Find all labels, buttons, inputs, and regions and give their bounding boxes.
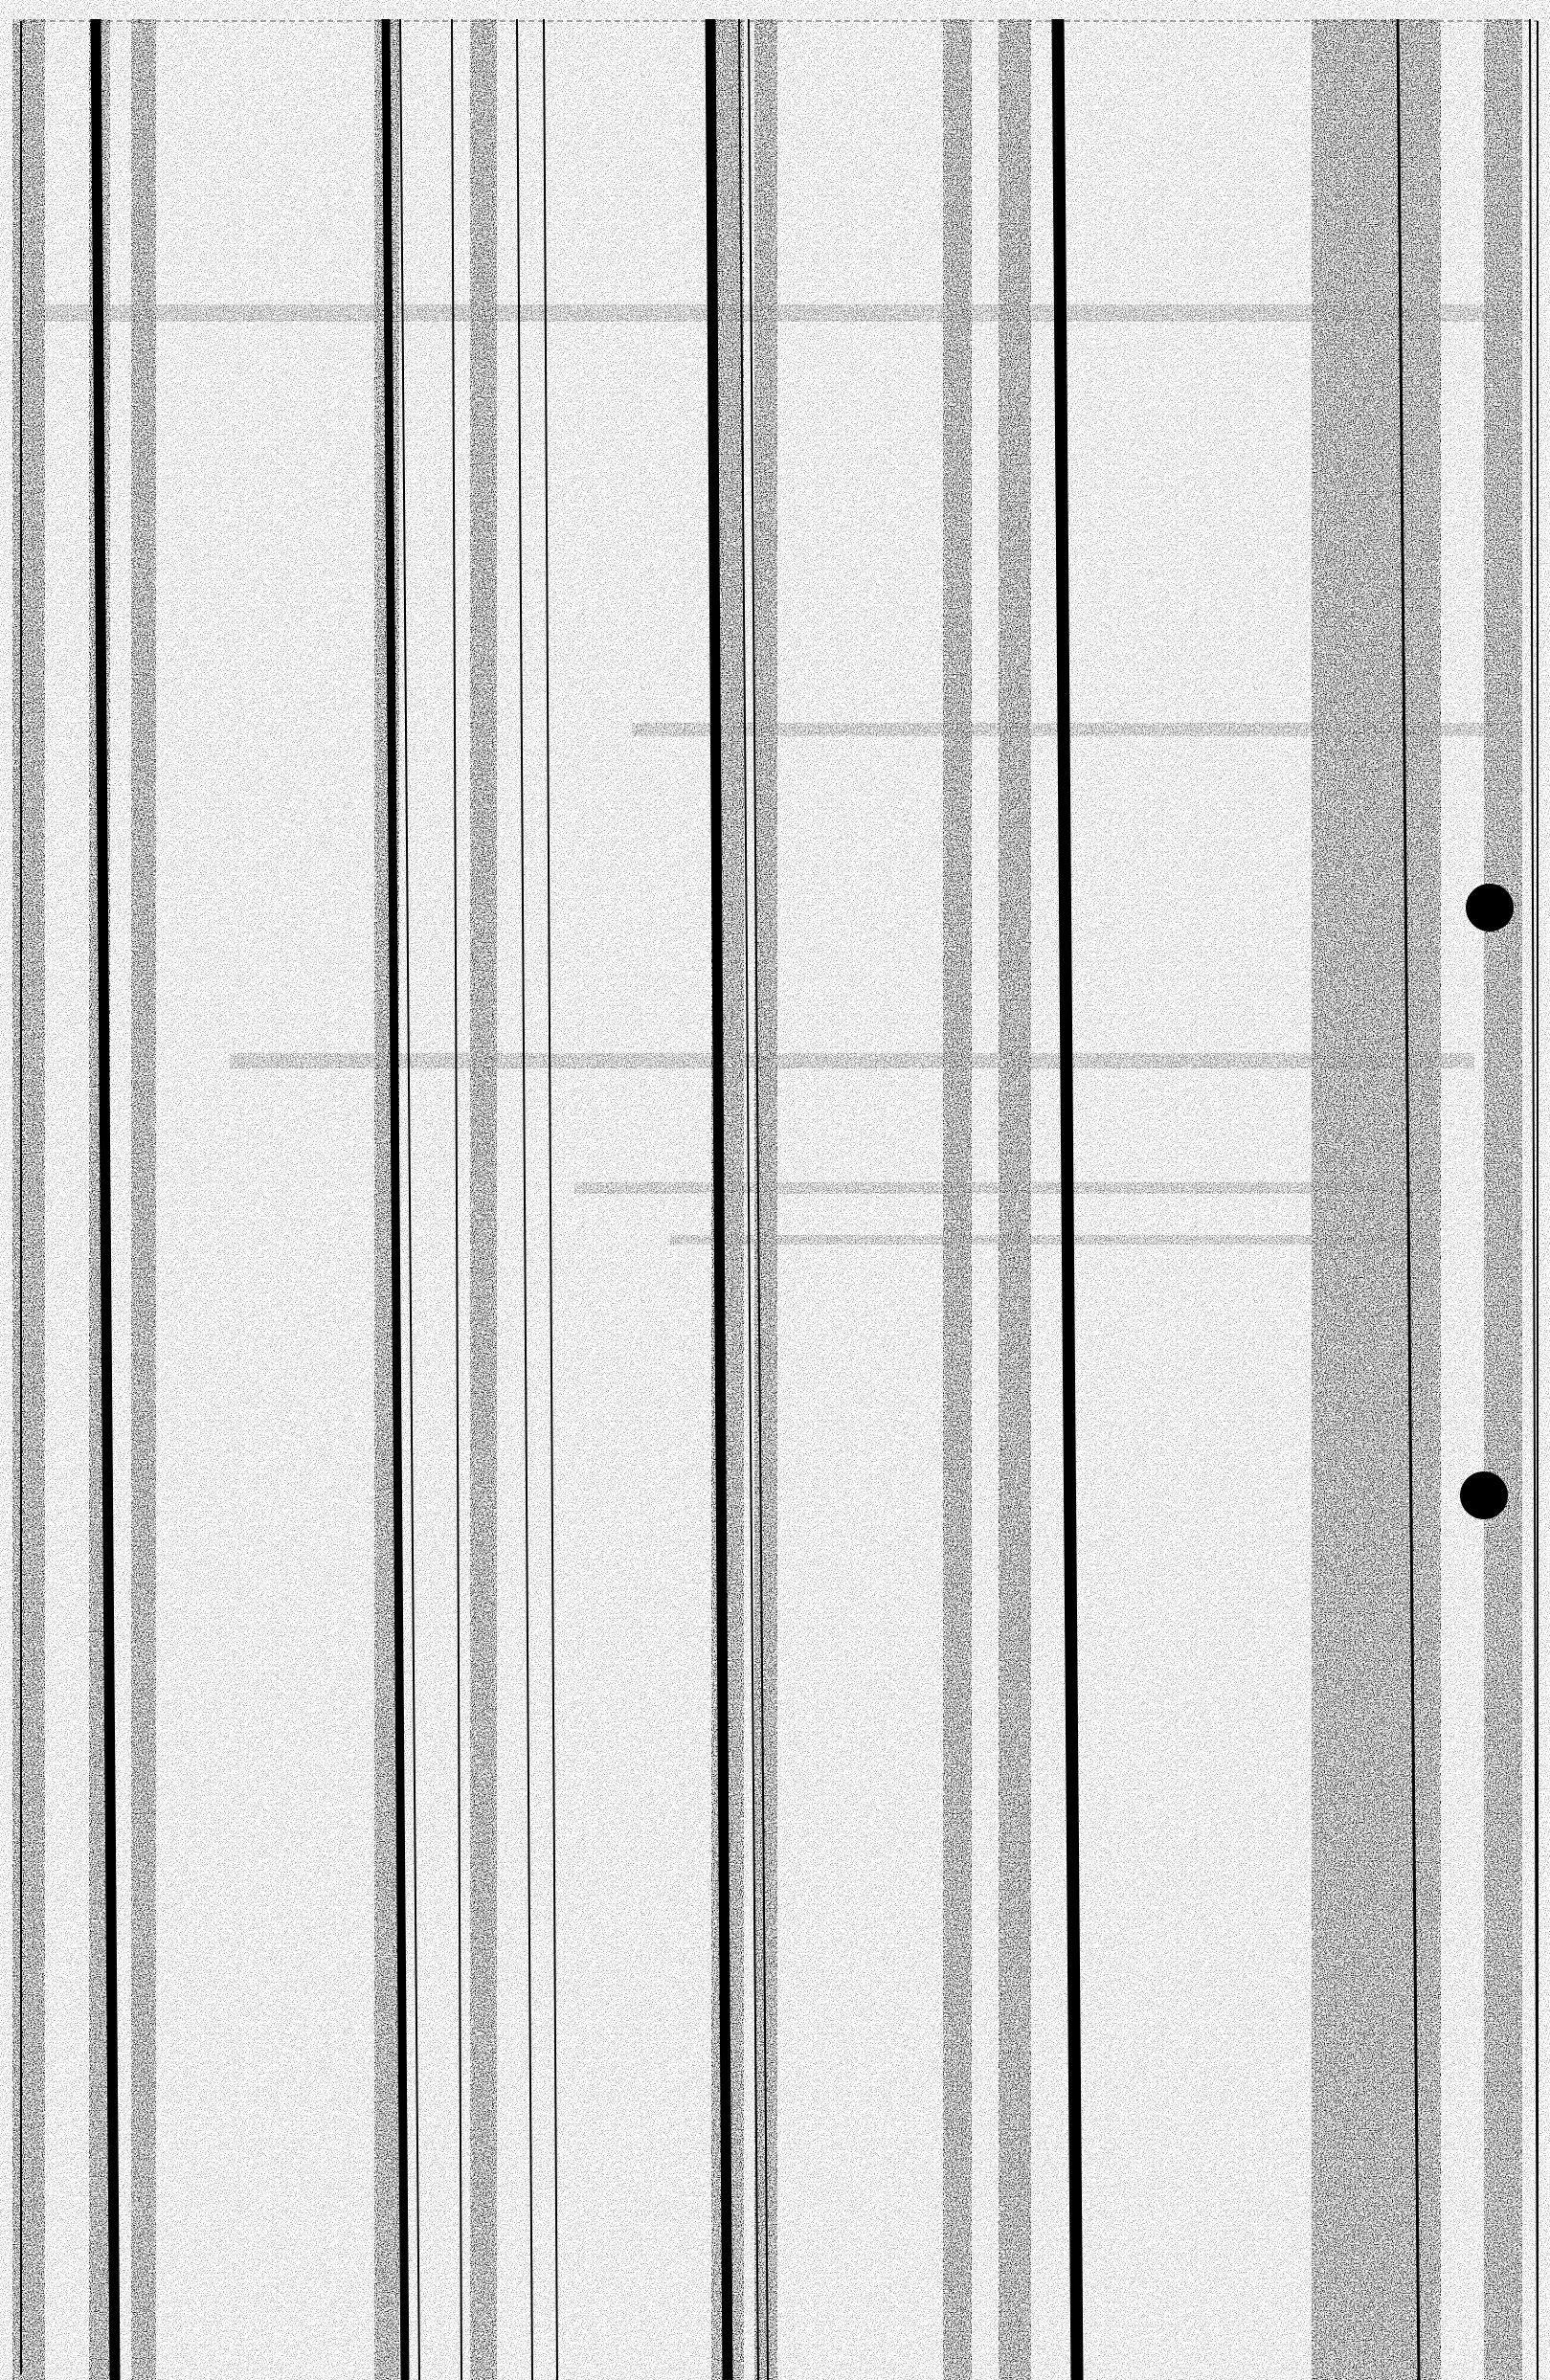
ruled-line [748,18,769,2380]
ruled-line [1529,18,1539,2380]
ruled-line [705,18,733,2380]
ruled-line [516,18,533,2380]
ruled-lines [90,18,1539,2380]
column-band [131,19,156,2380]
faint-row-lines [29,304,1522,1245]
punch-hole-icon [1460,1471,1508,1519]
ruled-line [738,18,759,2380]
ruled-line [1396,18,1421,2380]
ruled-line [1051,18,1084,2380]
column-band [470,19,497,2380]
column-band [1484,19,1522,2380]
ruled-line [90,18,121,2380]
ruled-line [381,18,410,2380]
column-band [943,19,972,2380]
column-band [999,19,1031,2380]
ruled-line [543,18,558,2380]
ruled-line [399,18,420,2380]
punch-hole-icon [1466,884,1514,932]
ruled-line [451,18,462,2380]
column-band [12,19,45,2380]
